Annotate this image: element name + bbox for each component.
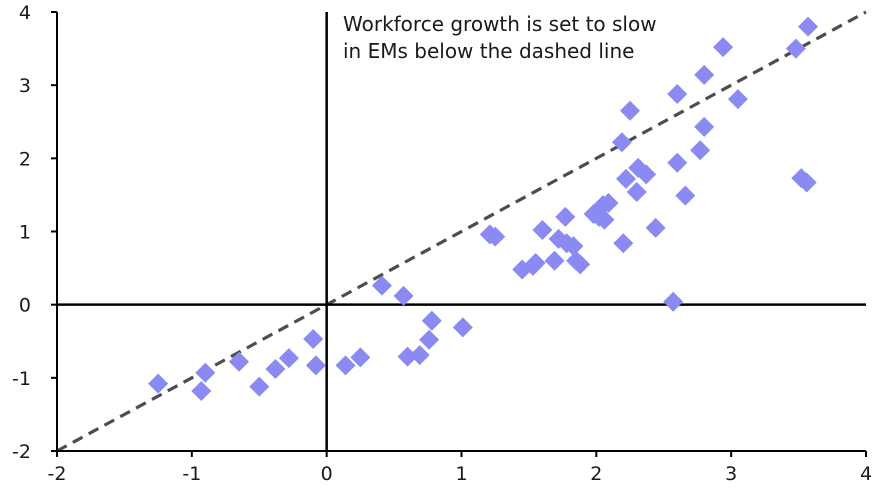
data-point-diamond xyxy=(626,181,647,202)
y-tick-label: 4 xyxy=(19,2,31,24)
data-point-diamond xyxy=(675,185,696,206)
x-tick-label: 2 xyxy=(590,463,602,485)
x-tick-label: -1 xyxy=(182,463,201,485)
data-point-diamond xyxy=(667,83,688,104)
chart-annotation: Workforce growth is set to slow in EMs b… xyxy=(343,12,663,63)
annotation-line-1: Workforce growth is set to slow xyxy=(343,12,657,36)
data-point-diamond xyxy=(690,140,711,161)
data-point-diamond xyxy=(191,381,212,402)
y-tick-label: 3 xyxy=(19,75,31,97)
data-point-diamond xyxy=(611,132,632,153)
y-tick-label: -1 xyxy=(12,368,31,390)
x-tick-label: 1 xyxy=(455,463,467,485)
data-point-diamond xyxy=(148,373,169,394)
data-point-diamond xyxy=(305,355,326,376)
data-point-diamond xyxy=(796,172,817,193)
data-point-diamond xyxy=(694,64,715,85)
data-point-diamond xyxy=(613,233,634,254)
reference-line-layer xyxy=(56,10,867,453)
y-tick-label: 1 xyxy=(19,222,31,244)
data-point-diamond xyxy=(397,346,418,367)
data-point-diamond xyxy=(594,209,615,230)
data-point-diamond xyxy=(713,37,734,58)
data-point-diamond xyxy=(335,355,356,376)
data-point-diamond xyxy=(798,16,819,37)
data-point-diamond xyxy=(645,217,666,238)
data-point-diamond xyxy=(350,347,371,368)
data-point-diamond xyxy=(620,100,641,121)
y-tick-label: 2 xyxy=(19,148,31,170)
data-point-diamond xyxy=(452,317,473,338)
data-point-diamond xyxy=(785,38,806,59)
data-point-diamond xyxy=(249,376,270,397)
y-tick-label: -2 xyxy=(12,441,31,463)
data-point-diamond xyxy=(563,236,584,257)
x-tick-label: 4 xyxy=(860,463,872,485)
data-point-diamond xyxy=(525,252,546,273)
data-point-diamond xyxy=(615,168,636,189)
y-tick-label: 0 xyxy=(19,295,31,317)
data-point-diamond xyxy=(598,192,619,213)
data-point-diamond xyxy=(303,329,324,350)
x-tick-label: -2 xyxy=(48,463,67,485)
data-point-diamond xyxy=(371,275,392,296)
data-point-diamond xyxy=(409,345,430,366)
x-tick-label: 3 xyxy=(725,463,737,485)
data-point-diamond xyxy=(555,206,576,227)
data-point-diamond xyxy=(485,226,506,247)
tick-labels-layer: -2 -1 0 1 2 3 4 -2 -1 0 1 2 3 4 xyxy=(12,2,872,485)
data-point-diamond xyxy=(727,89,748,110)
data-point-diamond xyxy=(229,351,250,372)
x-tick-label: 0 xyxy=(321,463,333,485)
data-point-diamond xyxy=(544,250,565,271)
data-point-diamond xyxy=(532,220,553,241)
data-point-diamond xyxy=(636,164,657,185)
data-point-diamond xyxy=(265,359,286,380)
points-layer xyxy=(148,16,819,402)
data-point-diamond xyxy=(419,329,440,350)
reference-dashed-line xyxy=(56,10,867,453)
data-point-diamond xyxy=(195,362,216,383)
data-point-diamond xyxy=(663,291,684,312)
data-point-diamond xyxy=(421,310,442,331)
data-point-diamond xyxy=(694,116,715,137)
data-point-diamond xyxy=(393,285,414,306)
data-point-diamond xyxy=(570,254,591,275)
data-point-diamond xyxy=(278,348,299,369)
annotation-line-2: in EMs below the dashed line xyxy=(343,39,634,63)
data-point-diamond xyxy=(667,152,688,173)
